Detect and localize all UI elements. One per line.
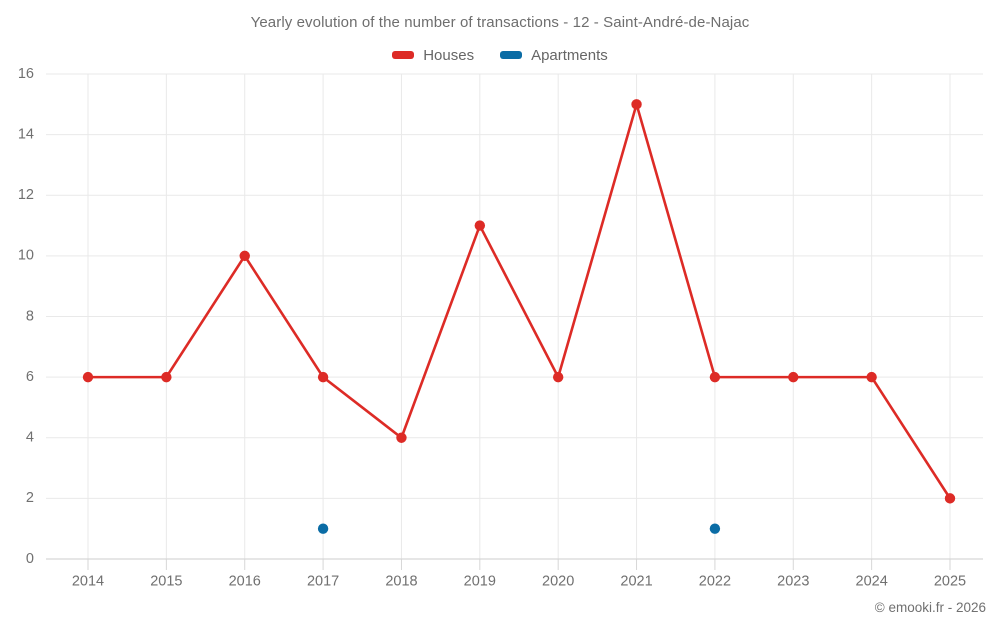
ytick-label: 2: [26, 490, 34, 506]
legend-label-apartments: Apartments: [531, 46, 608, 64]
axis-ticks-x: [87, 559, 951, 570]
xtick-label: 2025: [934, 574, 966, 590]
ytick-label: 16: [18, 66, 34, 82]
xtick-label: 2022: [699, 574, 731, 590]
data-point-houses[interactable]: [552, 371, 564, 383]
xtick-label: 2018: [385, 574, 417, 590]
ytick-label: 4: [26, 430, 34, 446]
xtick-label: 2021: [620, 574, 652, 590]
xtick-label: 2019: [464, 574, 496, 590]
line-path-houses: [88, 99, 952, 500]
gridlines-horizontal: [46, 73, 983, 560]
data-point-houses[interactable]: [709, 371, 721, 383]
data-point-houses[interactable]: [396, 432, 407, 443]
series-points-houses: [82, 99, 956, 504]
data-point-houses[interactable]: [631, 99, 642, 110]
xtick-label: 2016: [229, 574, 261, 590]
legend-swatch-houses: [392, 51, 415, 59]
xtick-label: 2014: [72, 574, 104, 590]
data-point-houses[interactable]: [82, 371, 94, 383]
legend-item-apartments[interactable]: Apartments: [500, 47, 608, 64]
data-point-apartments[interactable]: [709, 523, 721, 534]
ytick-label: 8: [26, 308, 34, 324]
ytick-label: 10: [18, 248, 34, 264]
data-point-houses[interactable]: [317, 371, 329, 383]
data-point-houses[interactable]: [944, 493, 956, 504]
xtick-labels: 2014 2015 2016 2017 2018 2019 2020 2021 2022 2023…: [72, 574, 966, 590]
data-point-houses[interactable]: [788, 371, 799, 383]
series-line-houses: [88, 99, 952, 500]
xtick-label: 2015: [150, 574, 182, 590]
data-point-apartments[interactable]: [317, 523, 329, 534]
data-point-houses[interactable]: [239, 250, 250, 262]
series-points-apartments: [317, 523, 721, 534]
data-point-houses[interactable]: [474, 220, 486, 231]
legend-swatch-apartments: [500, 51, 523, 59]
footer-credit: © emooki.fr - 2026: [874, 600, 986, 615]
chart-legend: Houses Apartments: [0, 44, 1000, 66]
xtick-label: 2024: [856, 574, 888, 590]
ytick-label: 0: [26, 551, 34, 567]
page-title: Yearly evolution of the number of transa…: [250, 14, 750, 31]
xtick-label: 2023: [777, 574, 809, 590]
ytick-labels: 0 2 4 6 8 10 12 14 16: [18, 66, 34, 567]
legend-label-houses: Houses: [423, 46, 475, 64]
xtick-label: 2020: [542, 574, 574, 590]
data-point-houses[interactable]: [866, 371, 877, 383]
gridlines-vertical: [87, 74, 951, 559]
data-point-houses[interactable]: [161, 371, 172, 383]
xtick-label: 2017: [307, 574, 339, 590]
ytick-label: 14: [18, 126, 34, 142]
legend-item-houses[interactable]: Houses: [392, 47, 474, 64]
ytick-label: 12: [18, 187, 34, 203]
ytick-label: 6: [26, 369, 34, 385]
